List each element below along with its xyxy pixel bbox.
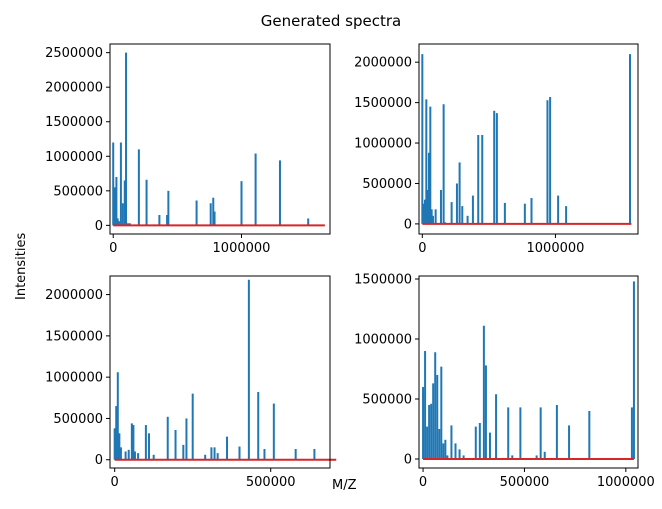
x-tick-label: 0 xyxy=(418,241,426,256)
y-tick-label: 2000000 xyxy=(354,56,412,71)
axes-frame xyxy=(418,275,639,469)
y-tick-label: 500000 xyxy=(53,412,103,427)
x-tick-label: 0 xyxy=(419,475,427,490)
y-tick-label: 0 xyxy=(95,453,103,468)
spectrum-panel-4: 0 500000 1000000 1500000 0 500000 1000000 xyxy=(354,273,655,491)
x-tick-label: 1000000 xyxy=(527,241,585,256)
x-tick-label: 1000000 xyxy=(597,475,655,490)
x-axis-label: M/Z xyxy=(332,478,357,493)
y-tick-label: 1500000 xyxy=(354,273,412,288)
figure-title: Generated spectra xyxy=(260,12,402,30)
y-tick-label: 1500000 xyxy=(354,96,412,111)
y-tick-label: 2500000 xyxy=(45,46,103,61)
x-tick-label: 0 xyxy=(111,475,119,490)
y-tick-label: 500000 xyxy=(53,184,103,199)
y-tick-label: 2000000 xyxy=(45,288,103,303)
x-tick-label: 0 xyxy=(109,241,117,256)
y-tick-label: 1000000 xyxy=(354,333,412,348)
y-tick-label: 0 xyxy=(404,453,412,468)
y-tick-label: 1500000 xyxy=(45,329,103,344)
spectrum-panel-1: 0 500000 1000000 1500000 2000000 2500000 0 1000… xyxy=(45,43,331,256)
y-tick-label: 1000000 xyxy=(45,371,103,386)
x-tick-label: 500000 xyxy=(246,475,296,490)
x-tick-label: 1000000 xyxy=(213,241,271,256)
y-tick-label: 500000 xyxy=(362,177,412,192)
axes-frame xyxy=(109,43,331,235)
y-tick-label: 2000000 xyxy=(45,81,103,96)
y-tick-label: 500000 xyxy=(362,393,412,408)
axes-frame xyxy=(109,275,331,469)
y-axis-label: Intensities xyxy=(14,232,29,300)
y-tick-label: 0 xyxy=(95,219,103,234)
y-tick-label: 0 xyxy=(404,217,412,232)
spectrum-panel-3: 0 500000 1000000 1500000 2000000 0 500000 xyxy=(45,275,337,490)
y-tick-label: 1000000 xyxy=(354,137,412,152)
x-tick-label: 500000 xyxy=(500,475,550,490)
y-tick-label: 1500000 xyxy=(45,115,103,130)
y-tick-label: 1000000 xyxy=(45,150,103,165)
axes-frame xyxy=(418,43,639,235)
spectrum-panel-2: 0 500000 1000000 1500000 2000000 0 1000000 xyxy=(354,43,639,256)
